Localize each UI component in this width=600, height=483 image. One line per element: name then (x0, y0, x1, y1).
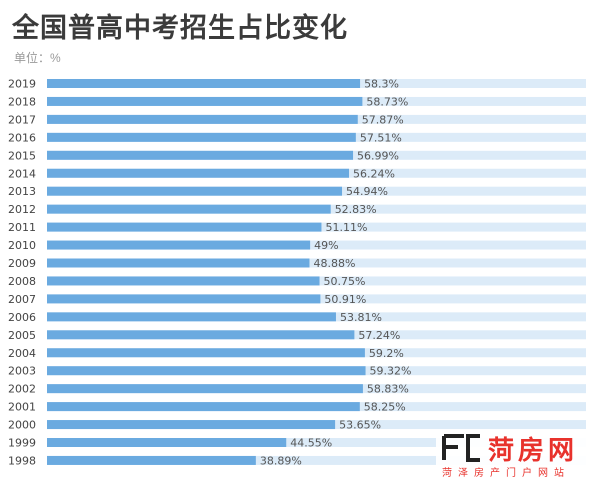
bar-track (47, 240, 586, 250)
bar-track (47, 258, 586, 268)
category-label: 2011 (8, 221, 36, 234)
value-label: 58.73% (366, 95, 408, 108)
category-label: 2010 (8, 239, 36, 252)
value-label: 53.65% (339, 419, 381, 432)
category-label: 2019 (8, 78, 36, 91)
value-label: 58.83% (367, 383, 409, 396)
chart-title: 全国普高中考招生占比变化 (12, 13, 348, 43)
value-label: 53.81% (340, 311, 382, 324)
category-label: 2002 (8, 383, 36, 396)
value-label: 38.89% (260, 454, 302, 467)
category-label: 2013 (8, 185, 36, 198)
bar-2005 (47, 330, 355, 340)
category-label: 1998 (8, 454, 36, 467)
bar-2002 (47, 384, 363, 394)
bar-2007 (47, 294, 321, 304)
bar-2003 (47, 366, 366, 376)
category-label: 2008 (8, 275, 36, 288)
category-label: 2012 (8, 203, 36, 216)
value-label: 58.3% (364, 78, 399, 91)
value-label: 50.91% (324, 293, 366, 306)
bar-2011 (47, 222, 322, 232)
category-label: 2009 (8, 257, 36, 270)
value-label: 51.11% (325, 221, 367, 234)
value-label: 58.25% (364, 401, 406, 414)
category-label: 2007 (8, 293, 36, 306)
bar-2012 (47, 204, 331, 214)
watermark: 菏房网 菏泽房产门户网站 (436, 430, 596, 480)
fc-logo-icon (442, 434, 480, 462)
bar-2019 (47, 79, 361, 88)
value-label: 57.24% (358, 329, 400, 342)
bar-2009 (47, 258, 310, 268)
value-label: 59.2% (369, 347, 404, 360)
bar-2015 (47, 150, 354, 160)
watermark-brand: 菏房网 (488, 435, 579, 465)
bar-2016 (47, 132, 356, 142)
unit-label: 单位：% (14, 51, 61, 65)
value-label: 59.32% (370, 365, 412, 378)
bar-2018 (47, 96, 363, 106)
value-label: 54.94% (346, 185, 388, 198)
bar-1999 (47, 438, 287, 447)
category-label: 2018 (8, 95, 36, 108)
category-label: 2001 (8, 401, 36, 414)
value-label: 57.51% (360, 131, 402, 144)
category-label: 2005 (8, 329, 36, 342)
category-label: 2014 (8, 167, 36, 180)
category-label: 1999 (8, 437, 36, 450)
category-label: 2016 (8, 131, 36, 144)
watermark-slogan: 菏泽房产门户网站 (442, 468, 570, 479)
bar-2001 (47, 402, 360, 412)
bar-1998 (47, 455, 256, 465)
category-label: 2017 (8, 113, 36, 126)
category-label: 2015 (8, 149, 36, 162)
value-label: 48.88% (313, 257, 355, 270)
value-label: 44.55% (290, 437, 332, 450)
bar-2013 (47, 186, 343, 196)
bar-track (47, 438, 586, 447)
bar-2010 (47, 240, 311, 250)
value-label: 57.87% (362, 113, 404, 126)
value-label: 56.24% (353, 167, 395, 180)
category-label: 2003 (8, 365, 36, 378)
bar-2004 (47, 348, 365, 358)
category-label: 2004 (8, 347, 36, 360)
bar-track (47, 455, 586, 465)
bar-2000 (47, 420, 336, 430)
value-label: 49% (314, 239, 338, 252)
category-label: 2006 (8, 311, 36, 324)
bar-2017 (47, 114, 358, 124)
value-label: 52.83% (335, 203, 377, 216)
bar-2008 (47, 276, 320, 286)
value-label: 56.99% (357, 149, 399, 162)
bar-2014 (47, 168, 350, 178)
value-label: 50.75% (324, 275, 366, 288)
bar-2006 (47, 312, 336, 322)
category-label: 2000 (8, 419, 36, 432)
